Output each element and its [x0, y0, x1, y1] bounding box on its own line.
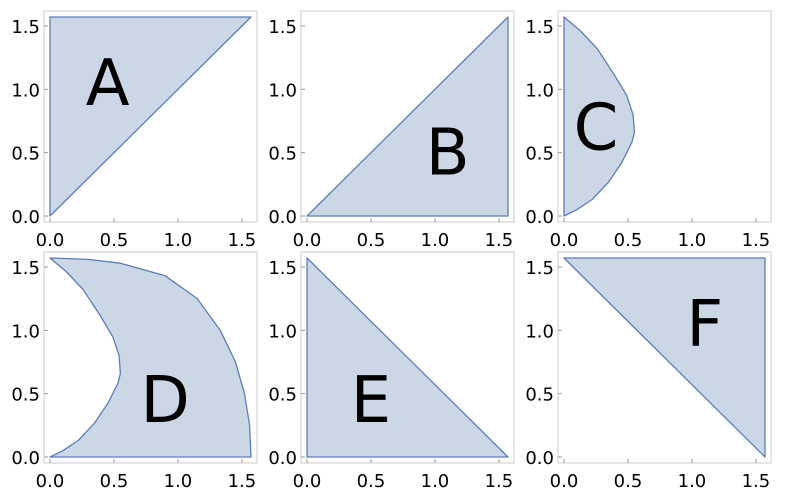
- y-tick-label: 0.0: [525, 207, 554, 228]
- x-tick-label: 0.0: [550, 471, 579, 492]
- y-tick-label: 1.0: [268, 80, 297, 101]
- y-tick-label: 0.5: [525, 385, 554, 406]
- y-tick-label: 0.0: [11, 448, 40, 469]
- region-label: B: [426, 117, 470, 191]
- y-tick-label: 1.5: [268, 258, 297, 279]
- y-tick-label: 0.0: [268, 207, 297, 228]
- y-tick-label: 0.5: [11, 144, 40, 165]
- region-c: [563, 16, 636, 217]
- panel-d: 0.0 0.5 1.0 1.5 0.0 0.5 1.0 1.5 D: [11, 251, 258, 492]
- y-tick-label: 0.0: [525, 448, 554, 469]
- y-tick-label: 1.0: [11, 80, 40, 101]
- plot-frame: [557, 10, 772, 223]
- y-tick-label: 1.5: [525, 17, 554, 38]
- x-tick-label: 1.0: [421, 471, 450, 492]
- region-f: [563, 257, 766, 458]
- x-tick-label: 1.5: [742, 230, 771, 251]
- x-tick-label: 1.0: [421, 230, 450, 251]
- x-tick-label: 1.5: [485, 471, 514, 492]
- x-tick-label: 0.0: [36, 471, 65, 492]
- x-tick-label: 0.0: [36, 230, 65, 251]
- x-tick-label: 0.0: [550, 230, 579, 251]
- y-tick-label: 1.5: [11, 17, 40, 38]
- x-tick-label: 0.5: [100, 471, 129, 492]
- plot-frame: [43, 251, 258, 464]
- x-tick-label: 0.5: [100, 230, 129, 251]
- plot-frame: [557, 251, 772, 464]
- plot-frame: [300, 251, 515, 464]
- region-d: [49, 257, 252, 458]
- region-label: E: [351, 364, 391, 438]
- panel-f: 0.0 0.5 1.0 1.5 0.0 0.5 1.0 1.5 F: [525, 251, 772, 492]
- x-tick-label: 0.0: [293, 471, 322, 492]
- y-tick-label: 1.5: [11, 258, 40, 279]
- y-tick-label: 0.0: [11, 207, 40, 228]
- plot-frame: [300, 10, 515, 223]
- x-tick-label: 1.0: [164, 471, 193, 492]
- region-label: D: [141, 364, 190, 438]
- y-tick-label: 1.0: [525, 321, 554, 342]
- y-tick-label: 0.5: [11, 385, 40, 406]
- panel-e: 0.0 0.5 1.0 1.5 0.0 0.5 1.0 1.5 E: [268, 251, 515, 492]
- y-tick-label: 0.5: [525, 144, 554, 165]
- panel-a: 0.0 0.5 1.0 1.5 0.0 0.5 1.0 1.5 A: [11, 10, 258, 251]
- y-tick-label: 0.5: [268, 144, 297, 165]
- x-tick-label: 0.5: [357, 230, 386, 251]
- region-a: [49, 16, 252, 217]
- x-tick-label: 1.5: [742, 471, 771, 492]
- y-tick-label: 0.0: [268, 448, 297, 469]
- y-tick-label: 1.0: [11, 321, 40, 342]
- panel-b: 0.0 0.5 1.0 1.5 0.0 0.5 1.0 1.5 B: [268, 10, 515, 251]
- region-e: [306, 257, 509, 458]
- x-tick-label: 0.5: [614, 230, 643, 251]
- x-tick-label: 1.5: [228, 471, 257, 492]
- x-tick-label: 1.0: [164, 230, 193, 251]
- region-label: F: [686, 288, 723, 362]
- region-label: C: [574, 91, 619, 165]
- y-tick-label: 0.5: [268, 385, 297, 406]
- x-tick-label: 1.0: [678, 230, 707, 251]
- x-tick-label: 1.0: [678, 471, 707, 492]
- y-tick-label: 1.0: [268, 321, 297, 342]
- region-b: [306, 16, 509, 217]
- x-tick-label: 1.5: [228, 230, 257, 251]
- y-tick-label: 1.5: [268, 17, 297, 38]
- plot-frame: [43, 10, 258, 223]
- y-tick-label: 1.5: [525, 258, 554, 279]
- panel-c: 0.0 0.5 1.0 1.5 0.0 0.5 1.0 1.5 C: [525, 10, 772, 251]
- region-label: A: [86, 47, 130, 121]
- x-tick-label: 0.0: [293, 230, 322, 251]
- y-tick-label: 1.0: [525, 80, 554, 101]
- x-tick-label: 1.5: [485, 230, 514, 251]
- x-tick-label: 0.5: [614, 471, 643, 492]
- x-tick-label: 0.5: [357, 471, 386, 492]
